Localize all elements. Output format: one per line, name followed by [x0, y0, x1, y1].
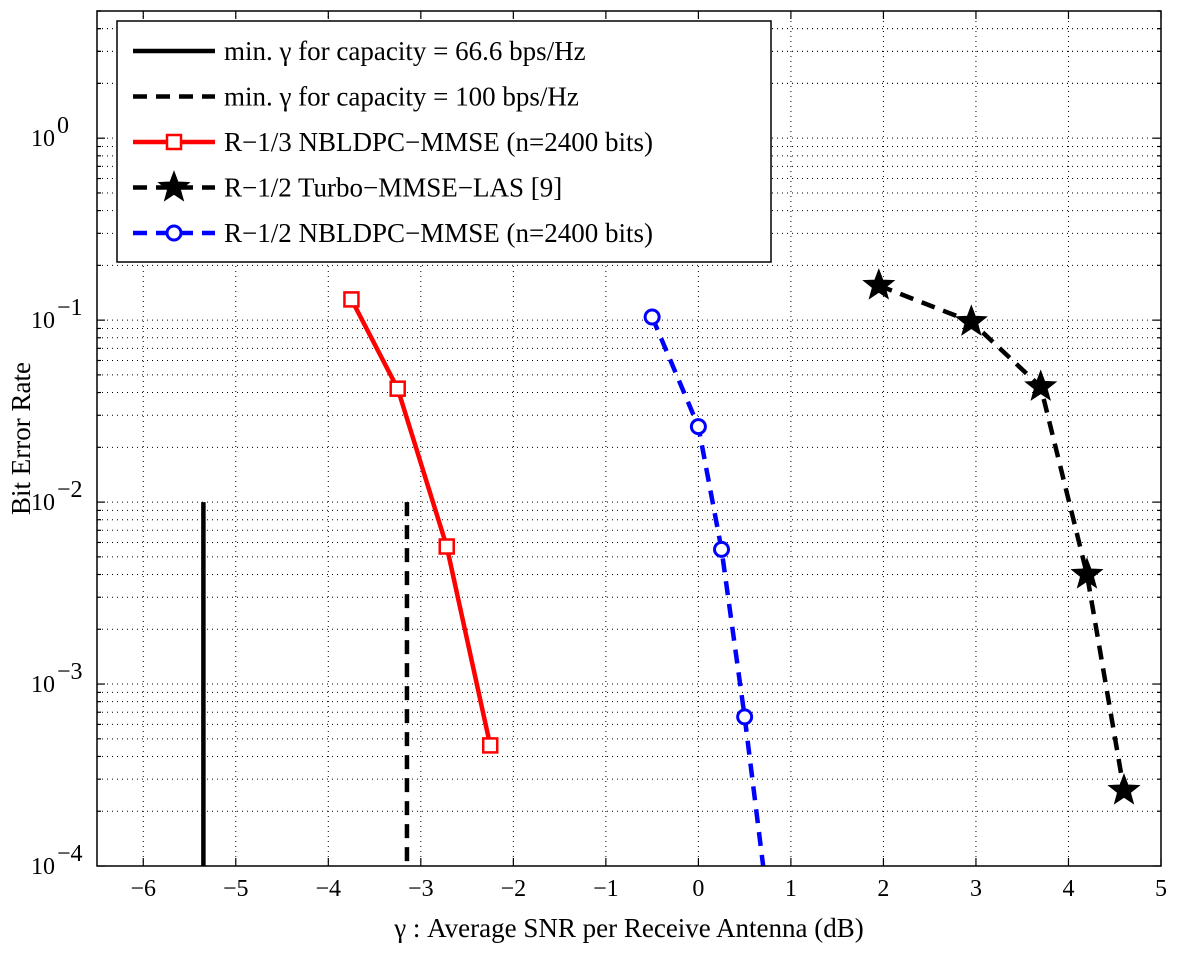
- x-tick-label: −2: [501, 876, 527, 902]
- y-tick-exponent: −1: [57, 295, 83, 321]
- legend-entry: R−1/2 Turbo−MMSE−LAS [9]: [133, 170, 562, 203]
- legend: min. γ for capacity = 66.6 bps/Hz min. γ …: [116, 20, 772, 263]
- data-point: [862, 268, 896, 300]
- y-tick-exponent: 0: [57, 113, 69, 139]
- y-tick-exponent: −2: [57, 477, 83, 503]
- data-point: [954, 304, 988, 336]
- data-point: [1070, 557, 1104, 589]
- legend-swatch-marker: [157, 170, 191, 202]
- y-tick-exponent: −4: [57, 841, 83, 867]
- data-point: [713, 540, 731, 558]
- x-tick-label: 0: [692, 876, 704, 902]
- legend-entry: min. γ for capacity = 66.6 bps/Hz: [133, 36, 586, 66]
- data-point: [1107, 773, 1141, 805]
- legend-box: [116, 20, 772, 263]
- x-tick-label: 5: [1155, 876, 1167, 902]
- x-tick-label: −5: [223, 876, 249, 902]
- data-point: [689, 418, 707, 436]
- x-tick-label: −4: [316, 876, 342, 902]
- y-tick-label: 10: [31, 672, 55, 698]
- series-layer: [201, 268, 1141, 867]
- legend-label: R−1/2 NBLDPC−MMSE (n=2400 bits): [224, 218, 653, 248]
- x-tick-label: −3: [408, 876, 434, 902]
- legend-label: min. γ for capacity = 66.6 bps/Hz: [224, 36, 586, 66]
- data-point: [438, 538, 455, 555]
- x-tick-label: 1: [785, 876, 797, 902]
- series-3: [343, 291, 499, 754]
- legend-label: R−1/3 NBLDPC−MMSE (n=2400 bits): [224, 127, 653, 157]
- y-tick-label: 10: [31, 126, 55, 152]
- x-tick-label: −1: [593, 876, 619, 902]
- legend-entry: min. γ for capacity = 100 bps/Hz: [133, 82, 579, 112]
- data-point: [343, 291, 360, 308]
- x-tick-label: 4: [1062, 876, 1074, 902]
- series-line: [349, 298, 493, 746]
- data-point: [389, 380, 406, 397]
- data-point: [643, 308, 661, 326]
- y-tick-label: 10: [31, 308, 55, 334]
- series-4: [862, 268, 1141, 805]
- data-point: [1024, 369, 1058, 401]
- data-point: [736, 708, 754, 726]
- legend-entry: R−1/2 NBLDPC−MMSE (n=2400 bits): [133, 218, 653, 248]
- x-tick-label: 2: [877, 876, 889, 902]
- y-tick-label: 10: [31, 490, 55, 516]
- x-tick-label: −6: [130, 876, 156, 902]
- data-point: [481, 737, 499, 754]
- x-axis-title: γ : Average SNR per Receive Antenna (dB): [393, 913, 864, 943]
- series-5: [643, 308, 766, 867]
- legend-swatch-marker: [165, 224, 183, 242]
- y-tick-exponent: −3: [57, 659, 83, 685]
- y-axis-title: Bit Error Rate: [6, 362, 36, 515]
- x-tick-label: 3: [970, 876, 982, 902]
- legend-label: min. γ for capacity = 100 bps/Hz: [224, 82, 579, 112]
- legend-swatch-marker: [165, 133, 183, 151]
- legend-label: R−1/2 Turbo−MMSE−LAS [9]: [224, 173, 562, 203]
- plot-frame: [96, 10, 1162, 867]
- y-tick-label: 10: [31, 854, 55, 880]
- legend-entry: R−1/3 NBLDPC−MMSE (n=2400 bits): [133, 127, 653, 157]
